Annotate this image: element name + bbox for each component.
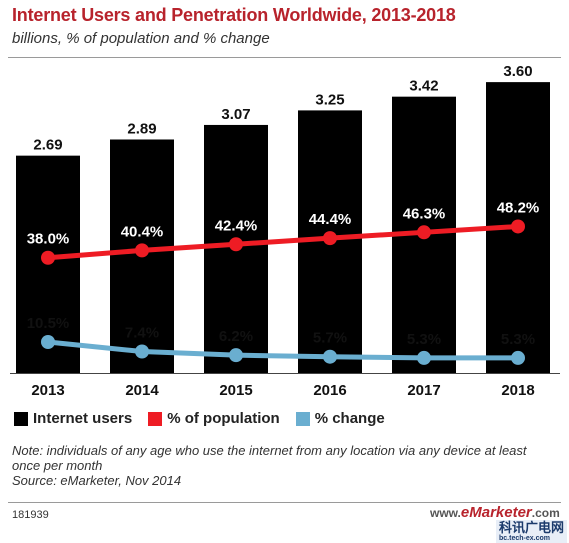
chart-id: 181939 [12, 509, 49, 521]
population-value-label: 40.4% [121, 223, 164, 240]
bar-value-label: 2.69 [33, 137, 62, 154]
change-point [135, 344, 149, 359]
population-point [135, 243, 149, 258]
x-tick-label: 2016 [313, 382, 346, 399]
source-text: Source: eMarketer, Nov 2014 [12, 473, 182, 488]
x-tick-label: 2017 [407, 382, 440, 399]
legend-item-population: % of population [148, 410, 280, 427]
change-point [511, 350, 525, 365]
change-value-label: 7.4% [125, 324, 159, 341]
population-point [229, 237, 243, 252]
legend-swatch [148, 411, 163, 426]
population-value-label: 46.3% [403, 205, 446, 222]
legend-label: Internet users [33, 410, 133, 427]
change-value-label: 5.3% [501, 331, 535, 348]
population-value-label: 42.4% [215, 217, 258, 234]
chart-legend: Internet users % of population % change [14, 410, 385, 427]
watermark-www: www. [430, 506, 461, 520]
bar-value-label: 3.60 [503, 63, 532, 80]
change-value-label: 6.2% [219, 328, 253, 345]
legend-item-change: % change [295, 410, 385, 427]
population-point [511, 219, 525, 234]
change-point [323, 349, 337, 364]
chart-footnote: Note: individuals of any age who use the… [12, 443, 557, 488]
legend-label: % of population [167, 410, 280, 427]
population-value-label: 44.4% [309, 211, 352, 228]
bar-value-label: 3.42 [409, 78, 438, 95]
population-point [417, 225, 431, 240]
note-text: Note: individuals of any age who use the… [12, 443, 527, 473]
watermark-com: .com [531, 506, 560, 520]
population-value-label: 48.2% [497, 199, 540, 216]
bar-value-label: 3.07 [221, 106, 250, 123]
watermark-site-url: bc.tech-ex.com [499, 535, 550, 542]
change-point [417, 350, 431, 365]
watermark-brand: eMarketer [460, 504, 532, 521]
chart-title: Internet Users and Penetration Worldwide… [12, 5, 456, 25]
population-point [323, 231, 337, 246]
change-line [47, 339, 518, 361]
bottom-divider [8, 502, 561, 503]
change-value-label: 5.3% [407, 331, 441, 348]
change-point [229, 348, 243, 363]
watermark-site-cn: 科讯广电网 [499, 520, 565, 535]
top-divider [8, 57, 561, 58]
x-tick-label: 2015 [219, 382, 252, 399]
population-value-label: 38.0% [27, 231, 70, 248]
population-line [47, 223, 519, 261]
population-point [41, 250, 55, 265]
site-watermark: 科讯广电网 bc.tech-ex.com [496, 520, 568, 543]
x-tick-label: 2014 [125, 382, 159, 399]
legend-swatch [14, 411, 28, 426]
legend-item-internet-users: Internet users [14, 410, 132, 427]
emarketer-watermark: www.eMarketer.com [430, 504, 560, 521]
legend-swatch [295, 411, 310, 426]
bar-value-label: 2.89 [127, 120, 156, 137]
chart-subtitle: billions, % of population and % change [12, 30, 270, 47]
chart-plot: 2.69 2.89 3.07 3.25 3.42 3.60 38.0% 40.4% 42.4% 4… [10, 63, 560, 399]
bar-value-label: 3.25 [315, 91, 344, 108]
x-tick-label: 2013 [31, 382, 64, 399]
change-point [41, 335, 55, 349]
legend-label: % change [314, 410, 385, 427]
change-value-label: 10.5% [27, 315, 70, 332]
change-value-label: 5.7% [313, 330, 347, 347]
x-tick-label: 2018 [501, 382, 534, 399]
